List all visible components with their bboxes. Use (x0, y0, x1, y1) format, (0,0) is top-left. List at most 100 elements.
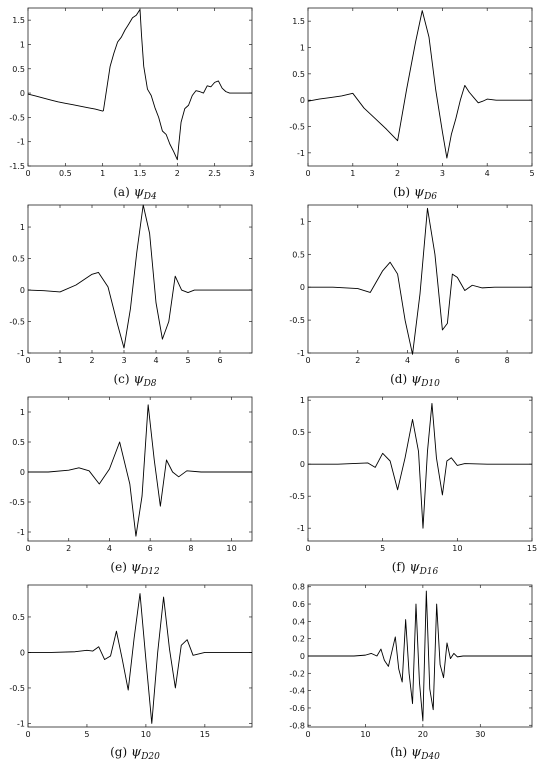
y-tick-label: -1.5 (9, 162, 25, 171)
x-tick-label: 0 (305, 356, 310, 365)
x-tick-label: 4 (153, 356, 158, 365)
x-tick-label: 10 (227, 544, 237, 553)
caption-d: (d) ψD10 (280, 372, 550, 389)
y-tick-label: 0 (300, 652, 305, 661)
y-tick-label: -0.5 (289, 123, 305, 132)
caption-c: (c) ψD8 (0, 372, 270, 389)
x-tick-label: 2 (355, 356, 360, 365)
y-tick-label: -1 (297, 149, 305, 158)
series-line-0 (28, 404, 252, 537)
caption-label: (g) (110, 745, 128, 759)
plot-frame (307, 7, 533, 167)
x-tick-label: 0 (305, 544, 310, 553)
y-tick-label: 1 (20, 40, 25, 49)
chart-b: 0 1 2 3 4 5 -1 -0.5 0 0.5 1 1.5 (289, 7, 535, 178)
y-tick-label: 0 (300, 460, 305, 469)
x-tick-label: 10 (360, 730, 370, 739)
y-tick-label: 0.5 (12, 255, 25, 264)
caption-label: (f) (391, 560, 406, 574)
chart-d: 0 2 4 6 8 -1 -0.5 0 0.5 1 (289, 204, 533, 365)
y-tick-label: -0.5 (9, 113, 25, 122)
x-tick-label: 3 (440, 169, 445, 178)
caption-subscript: D12 (140, 567, 160, 577)
series-line-0 (307, 10, 532, 159)
y-tick-label: -1 (297, 349, 305, 358)
plot-frame (27, 396, 253, 542)
y-tick-label: 0.5 (12, 438, 25, 447)
caption-f: (f) ψD16 (280, 560, 550, 577)
x-tick-label: 8 (505, 356, 510, 365)
x-tick-label: 6 (455, 356, 460, 365)
x-tick-label: 2 (395, 169, 400, 178)
caption-a: (a) ψD4 (0, 185, 270, 202)
y-tick-label: 0 (20, 89, 25, 98)
y-tick-label: -0.8 (289, 721, 305, 730)
plot-frame (27, 7, 253, 167)
caption-subscript: D6 (424, 192, 438, 202)
x-tick-label: 1.5 (134, 169, 147, 178)
y-tick-label: 1 (300, 217, 305, 226)
y-tick-label: 0.2 (292, 635, 305, 644)
y-tick-label: 1 (300, 396, 305, 405)
x-tick-label: 4 (107, 544, 112, 553)
x-tick-label: 5 (84, 730, 89, 739)
x-tick-label: 0 (25, 356, 30, 365)
x-tick-label: 3 (121, 356, 126, 365)
panel-f: 0 5 10 15 -1 -0.5 0 0.5 1 (f) ψD16 (280, 389, 550, 577)
y-tick-label: 0.5 (292, 70, 305, 79)
series-line-0 (308, 207, 532, 355)
x-tick-label: 15 (527, 544, 537, 553)
plot-frame (307, 204, 533, 354)
caption-subscript: D10 (421, 379, 440, 389)
y-tick-label: 0.4 (292, 617, 305, 626)
y-tick-label: 0 (20, 468, 25, 477)
chart-e: 0 2 4 6 8 10 -1 -0.5 0 0.5 1 (9, 396, 253, 553)
caption-label: (c) (113, 372, 130, 386)
x-tick-label: 6 (217, 356, 222, 365)
caption-label: (e) (110, 560, 127, 574)
y-tick-label: 0 (300, 283, 305, 292)
x-tick-label: 2.5 (208, 169, 221, 178)
panel-h: 0 10 20 30 -0.8 -0.6 -0.4 -0.2 0 0.2 0.4 0.6 0.8 (h)… (280, 577, 550, 768)
chart-f: 0 5 10 15 -1 -0.5 0 0.5 1 (289, 396, 537, 553)
x-tick-label: 2 (66, 544, 71, 553)
x-tick-label: 2 (89, 356, 94, 365)
x-tick-label: 30 (475, 730, 485, 739)
y-tick-label: 1.5 (12, 16, 25, 25)
y-tick-label: -0.5 (9, 318, 25, 327)
x-tick-label: 5 (380, 544, 385, 553)
caption-symbol: ψ (411, 372, 422, 387)
y-tick-label: -1 (17, 138, 25, 147)
caption-label: (h) (390, 745, 408, 759)
chart-h: 0 10 20 30 -0.8 -0.6 -0.4 -0.2 0 0.2 0.4 0.6 0.8 (289, 583, 533, 739)
chart-c: 0 1 2 3 4 5 6 -1 -0.5 0 0.5 1 (9, 204, 253, 365)
x-tick-label: 3 (249, 169, 254, 178)
y-tick-label: -1 (17, 349, 25, 358)
caption-e: (e) ψD12 (0, 560, 270, 577)
y-tick-label: 0.5 (292, 250, 305, 259)
caption-h: (h) ψD40 (280, 745, 550, 762)
panel-g: 0 5 10 15 -1 -0.5 0 0.5 (g) ψD20 (0, 577, 270, 768)
x-tick-label: 1 (100, 169, 105, 178)
x-tick-label: 0 (25, 544, 30, 553)
y-tick-label: 0.8 (292, 583, 305, 592)
series-line-0 (308, 402, 532, 529)
series-line-0 (308, 590, 532, 722)
y-tick-label: 1 (20, 223, 25, 232)
caption-g: (g) ψD20 (0, 745, 270, 762)
y-tick-label: 0.6 (292, 600, 305, 609)
caption-subscript: D16 (419, 567, 439, 577)
chart-g: 0 5 10 15 -1 -0.5 0 0.5 (9, 584, 253, 739)
y-tick-label: -0.5 (289, 316, 305, 325)
caption-symbol: ψ (131, 745, 142, 760)
chart-a: 0 0.5 1 1.5 2 2.5 3 -1.5 -1 -0.5 0 0.5 1 1.5 (9, 7, 255, 178)
caption-label: (d) (390, 372, 408, 386)
x-tick-label: 6 (148, 544, 153, 553)
y-tick-label: 0.5 (292, 428, 305, 437)
y-tick-label: -1 (17, 719, 25, 728)
y-tick-label: -0.2 (289, 669, 305, 678)
caption-symbol: ψ (409, 560, 420, 575)
x-tick-label: 5 (529, 169, 534, 178)
caption-subscript: D40 (421, 752, 440, 762)
